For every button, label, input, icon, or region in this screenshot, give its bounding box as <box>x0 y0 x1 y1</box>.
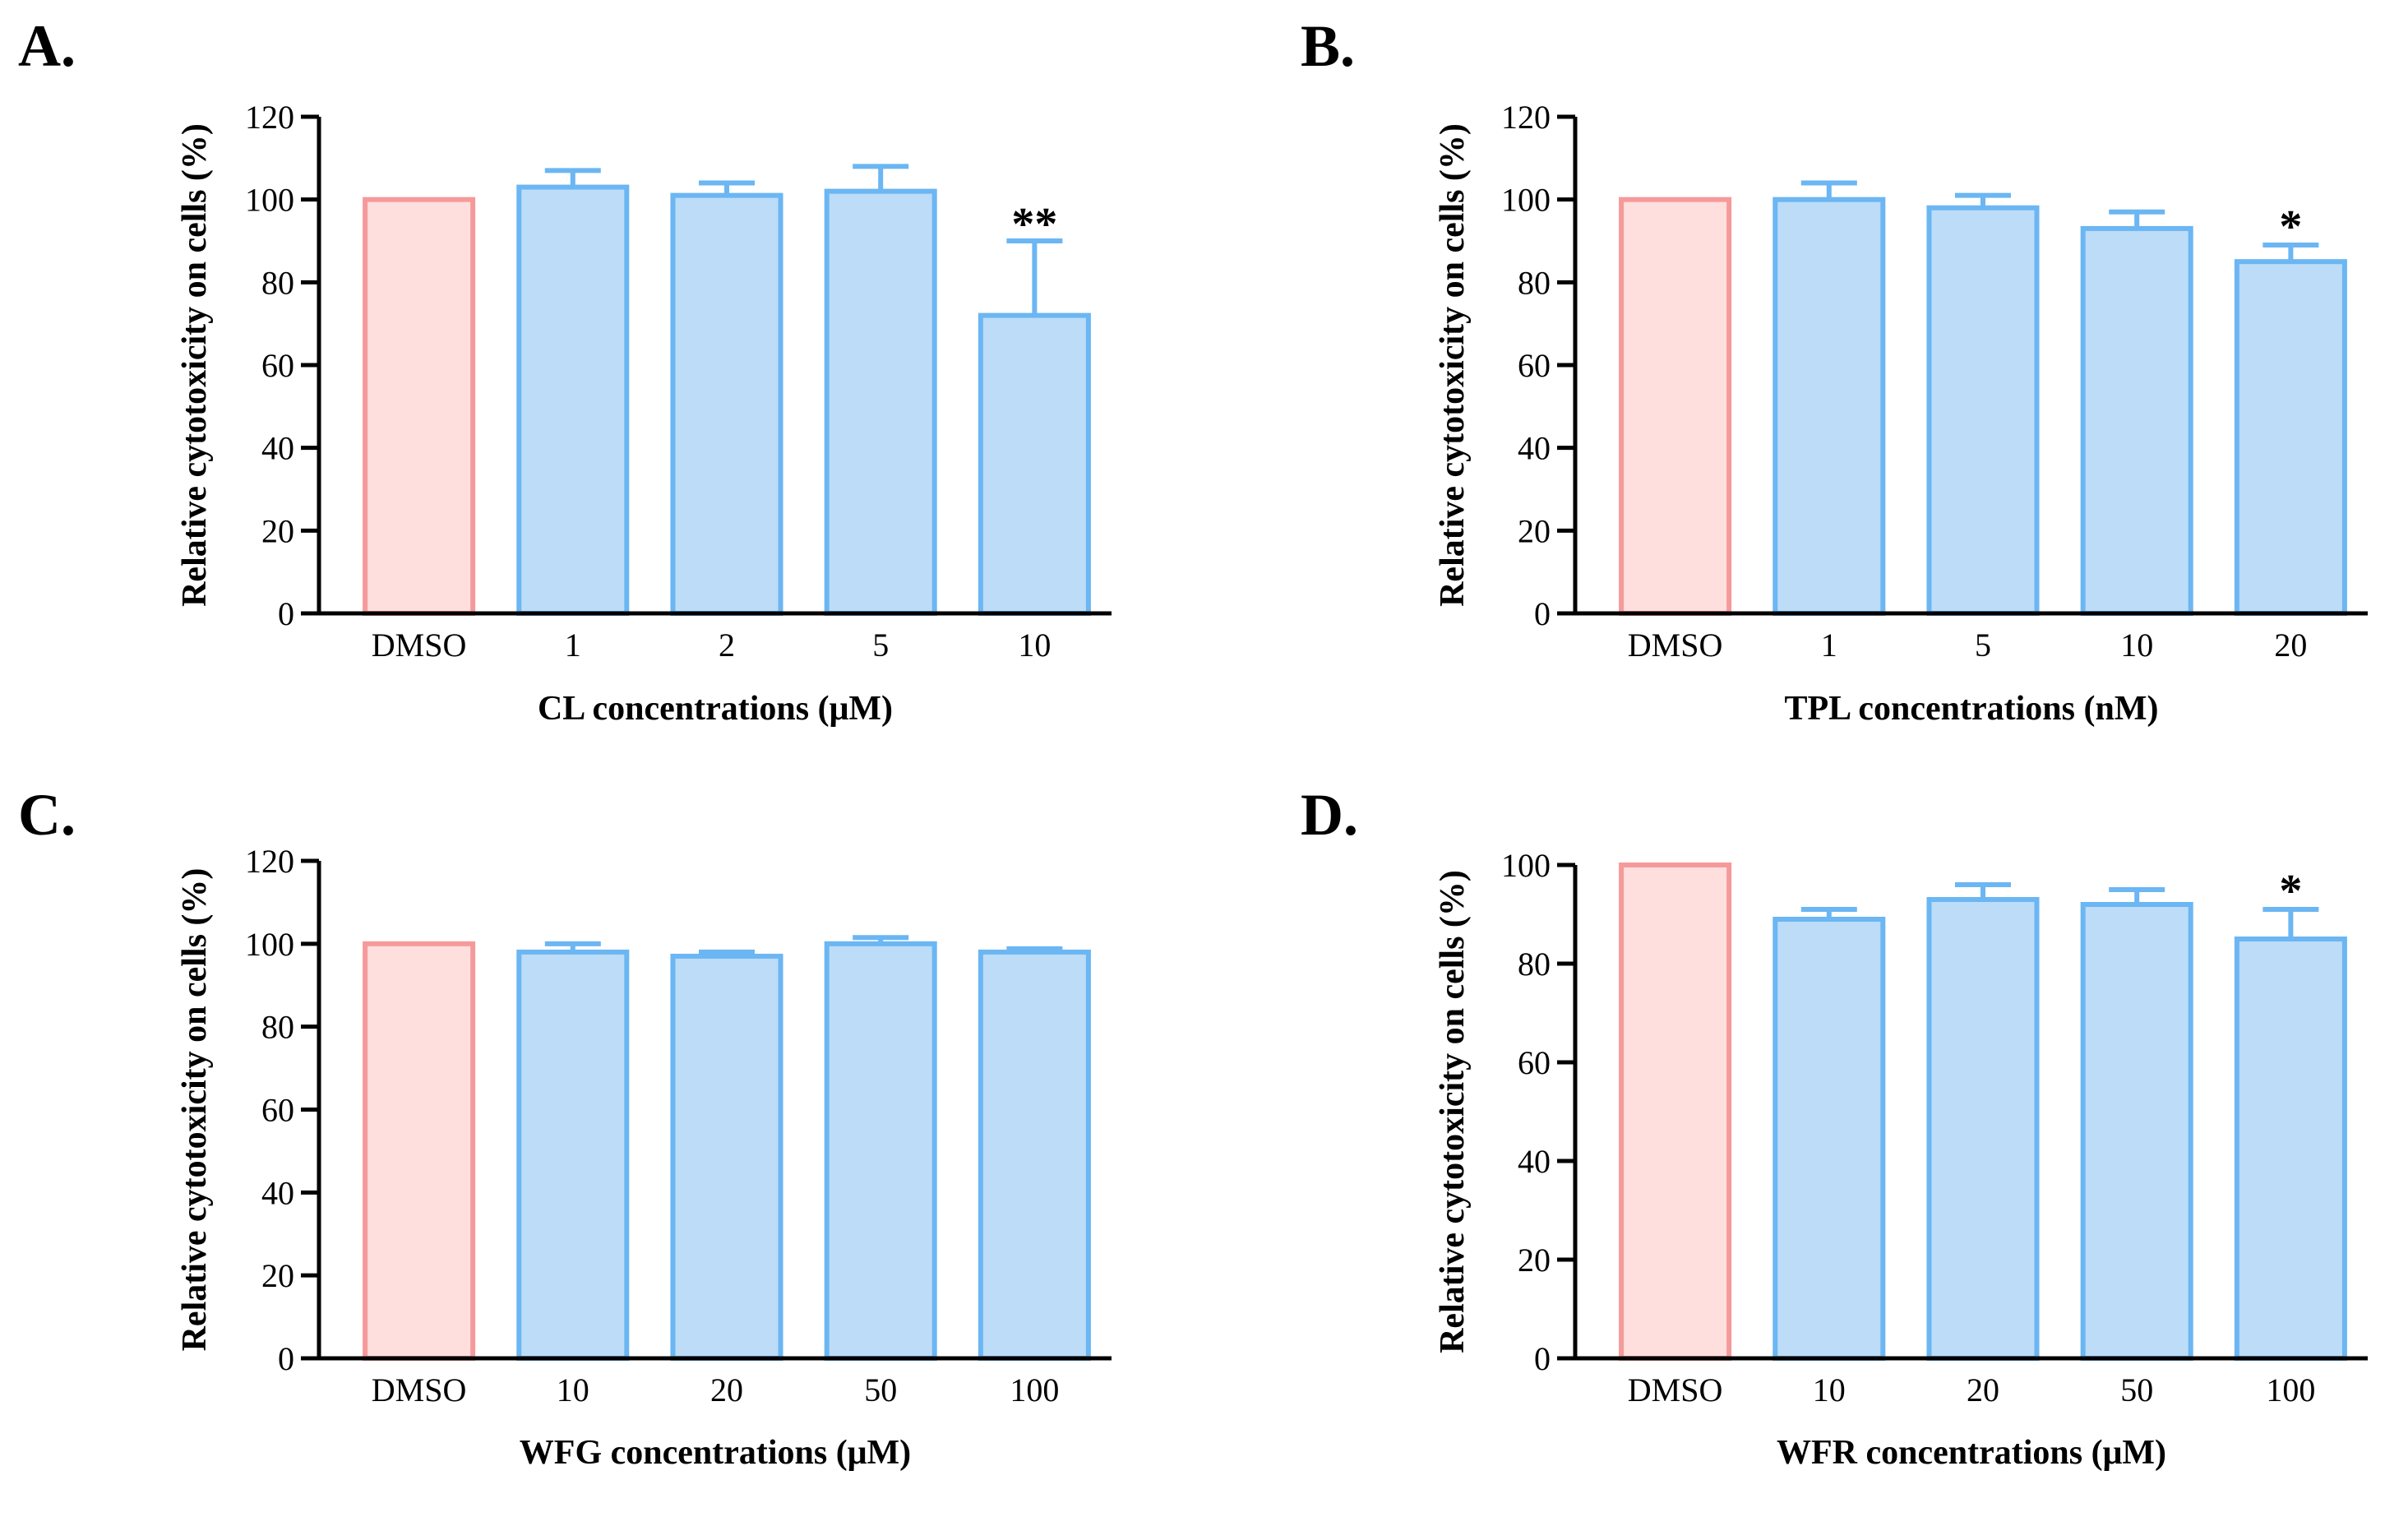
bar-10 <box>516 949 630 1361</box>
y-tick-label: 40 <box>261 1174 294 1211</box>
y-tick-label: 100 <box>1501 847 1551 884</box>
y-tick-label: 20 <box>1518 1242 1551 1279</box>
x-tick-label: 10 <box>557 1371 589 1408</box>
bar-1 <box>516 184 630 617</box>
y-tick-label: 40 <box>1518 430 1551 467</box>
x-tick-label: 10 <box>2120 627 2153 664</box>
y-tick-label: 120 <box>245 843 294 880</box>
y-axis-title: Relative cytotoxicity on cells (%) <box>176 123 214 607</box>
y-tick-label: 20 <box>1518 512 1551 549</box>
y-tick-label: 40 <box>261 430 294 467</box>
bar-dmso <box>363 941 476 1362</box>
y-tick-label: 60 <box>261 1092 294 1129</box>
x-axis-title: TPL concentrations (nM) <box>1785 690 2159 728</box>
x-tick-label: 1 <box>565 627 581 664</box>
y-axis-title: Relative cytotoxicity on cells (%) <box>1434 870 1472 1353</box>
x-tick-label: 50 <box>2120 1371 2153 1408</box>
bar-5 <box>1926 205 2040 616</box>
significance-marker: ** <box>1011 199 1057 250</box>
x-tick-label: 50 <box>864 1371 897 1408</box>
bar-dmso <box>363 197 476 617</box>
y-tick-label: 0 <box>278 1340 294 1377</box>
bar-10 <box>978 312 1091 616</box>
y-axis-title: Relative cytotoxicity on cells (%) <box>1434 123 1472 607</box>
y-tick-label: 20 <box>261 1257 294 1294</box>
y-tick-label: 0 <box>1534 595 1551 632</box>
x-tick-label: DMSO <box>372 627 467 664</box>
significance-marker: * <box>2279 866 2302 917</box>
y-axis-title: Relative cytotoxicity on cells (%) <box>176 868 214 1352</box>
bar-20 <box>670 953 783 1362</box>
x-tick-label: 2 <box>719 627 735 664</box>
chart-panel-3: C. DMSO 10 20 50 100 0 20 40 60 80 100 120 WFG concen… <box>18 782 1112 1472</box>
y-tick-label: 80 <box>1518 946 1551 983</box>
x-tick-label: 5 <box>872 627 889 664</box>
bar-100 <box>2234 937 2347 1361</box>
x-tick-label: 100 <box>1010 1371 1059 1408</box>
bar-2 <box>670 192 783 616</box>
bar-50 <box>824 941 937 1362</box>
bar-20 <box>2234 259 2347 616</box>
x-tick-label: DMSO <box>1628 1371 1723 1408</box>
x-tick-label: 100 <box>2266 1371 2315 1408</box>
x-tick-label: DMSO <box>372 1371 467 1408</box>
significance-marker: * <box>2279 201 2302 252</box>
x-tick-label: 1 <box>1821 627 1837 664</box>
bar-20 <box>1926 897 2040 1361</box>
bar-1 <box>1772 197 1886 617</box>
x-tick-label: 10 <box>1813 1371 1846 1408</box>
x-tick-label: DMSO <box>1628 627 1723 664</box>
y-tick-label: 100 <box>245 182 294 219</box>
y-tick-label: 80 <box>261 1009 294 1046</box>
chart-panel-4: D. DMSO 10 20 50 100 * 0 20 40 60 80 100 WFR concentr… <box>1301 782 2368 1472</box>
panel-label: D. <box>1301 782 1358 848</box>
y-tick-label: 0 <box>278 595 294 632</box>
x-tick-label: 20 <box>1967 1371 1999 1408</box>
y-tick-label: 80 <box>1518 264 1551 301</box>
chart-panel-2: B. DMSO 1 5 10 20 * 0 20 40 60 80 100 120 TPL concentr… <box>1301 13 2368 728</box>
y-tick-label: 80 <box>261 264 294 301</box>
y-tick-label: 60 <box>1518 347 1551 384</box>
panel-label: A. <box>18 13 76 79</box>
y-tick-label: 0 <box>1534 1340 1551 1377</box>
x-axis-title: WFG concentrations (μM) <box>520 1434 911 1472</box>
x-axis-title: WFR concentrations (μM) <box>1777 1434 2166 1472</box>
x-tick-label: 20 <box>710 1371 743 1408</box>
y-tick-label: 20 <box>261 512 294 549</box>
y-tick-label: 40 <box>1518 1143 1551 1180</box>
y-tick-label: 60 <box>261 347 294 384</box>
y-tick-label: 60 <box>1518 1044 1551 1081</box>
bar-5 <box>824 188 937 617</box>
bar-100 <box>978 949 1091 1361</box>
y-tick-label: 100 <box>1501 182 1551 219</box>
x-axis-title: CL concentrations (μM) <box>538 690 893 728</box>
x-tick-label: 5 <box>1975 627 1991 664</box>
bar-10 <box>2080 225 2193 616</box>
panel-label: C. <box>18 782 76 848</box>
y-tick-label: 120 <box>245 99 294 136</box>
x-tick-label: 20 <box>2274 627 2307 664</box>
x-tick-label: 10 <box>1018 627 1051 664</box>
y-tick-label: 120 <box>1501 99 1551 136</box>
panel-label: B. <box>1301 13 1355 79</box>
bar-50 <box>2080 902 2193 1361</box>
chart-panel-1: A. DMSO 1 2 5 10 ** 0 20 40 60 80 100 120 CL concentra… <box>18 13 1112 728</box>
bar-10 <box>1772 917 1886 1361</box>
bar-dmso <box>1619 197 1732 617</box>
bar-dmso <box>1619 863 1732 1361</box>
y-tick-label: 100 <box>245 926 294 963</box>
